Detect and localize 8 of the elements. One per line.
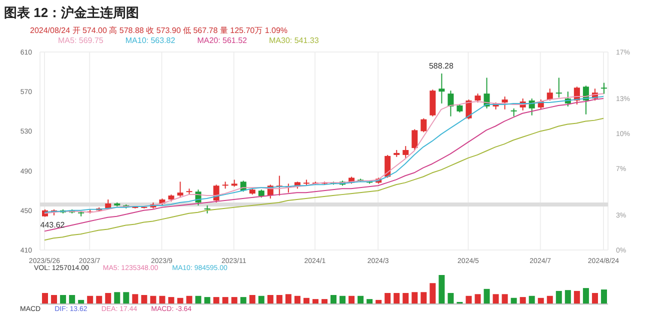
text: MA10: 563.82 bbox=[125, 36, 176, 46]
text: MA20: 561.52 bbox=[197, 36, 247, 46]
text: MA30: 541.33 bbox=[269, 36, 319, 46]
chart-title: 图表 12：沪金主连周图 bbox=[4, 4, 140, 22]
annotation: 443.62 bbox=[40, 220, 66, 230]
annotation: 588.28 bbox=[428, 62, 454, 71]
text: MA5: 569.75 bbox=[58, 36, 104, 46]
text: 2024/08/24 开 574.00 高 578.88 收 573.90 低 567.78 量 125.70万 1.09% bbox=[30, 26, 289, 36]
